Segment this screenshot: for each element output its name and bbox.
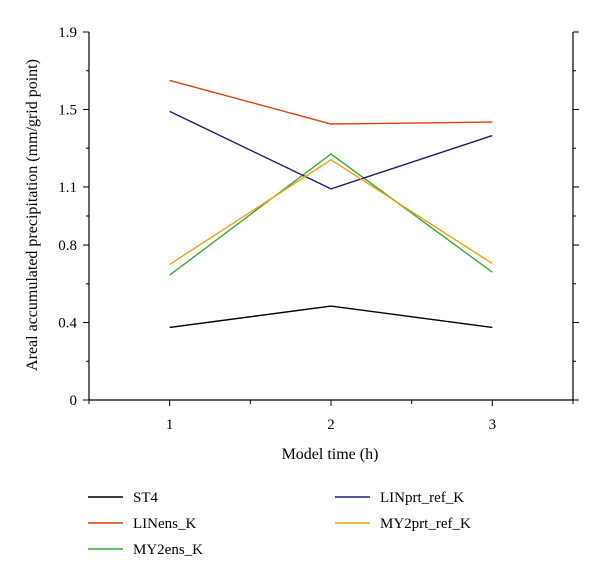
y-tick-label: 0.8: [58, 238, 77, 254]
y-tick-label: 0.4: [58, 316, 77, 332]
legend-item-st4: ST4: [88, 490, 159, 506]
legend-label: LINens_K: [133, 516, 196, 532]
chart-axes: 0 0.4 0.8 1.1 1.5 1.9 1 2 3: [58, 25, 579, 433]
series-line-my2ens-k: [169, 153, 493, 276]
x-tick-label: 1: [166, 417, 174, 433]
y-axis-title: Areal accumulated precipitation (mm/grid…: [24, 59, 41, 371]
x-tick-label: 2: [327, 417, 335, 433]
y-tick-label: 0: [70, 393, 78, 409]
legend-label: LINprt_ref_K: [380, 490, 464, 506]
series-line-my2prt-ref-k: [169, 158, 493, 265]
y-tick-label: 1.9: [58, 25, 77, 41]
legend-label: ST4: [133, 490, 159, 506]
legend-label: MY2ens_K: [133, 542, 203, 558]
series-line-linprt-ref-k: [169, 110, 493, 190]
series-line-st4: [169, 305, 493, 329]
legend-label: MY2prt_ref_K: [380, 516, 471, 532]
x-tick-label: 3: [489, 417, 497, 433]
chart-legend: ST4 LINens_K MY2ens_K LINprt_ref_K MY2prt_re…: [88, 490, 471, 558]
legend-item-linens-k: LINens_K: [88, 516, 196, 532]
chart-series: [169, 79, 493, 329]
series-line-linens-k: [169, 79, 493, 125]
legend-item-my2prt-ref-k: MY2prt_ref_K: [335, 516, 471, 532]
y-tick-label: 1.5: [58, 102, 77, 118]
y-tick-label: 1.1: [58, 180, 77, 196]
legend-item-linprt-ref-k: LINprt_ref_K: [335, 490, 464, 506]
x-axis-title: Model time (h): [282, 446, 379, 463]
legend-item-my2ens-k: MY2ens_K: [88, 542, 203, 558]
